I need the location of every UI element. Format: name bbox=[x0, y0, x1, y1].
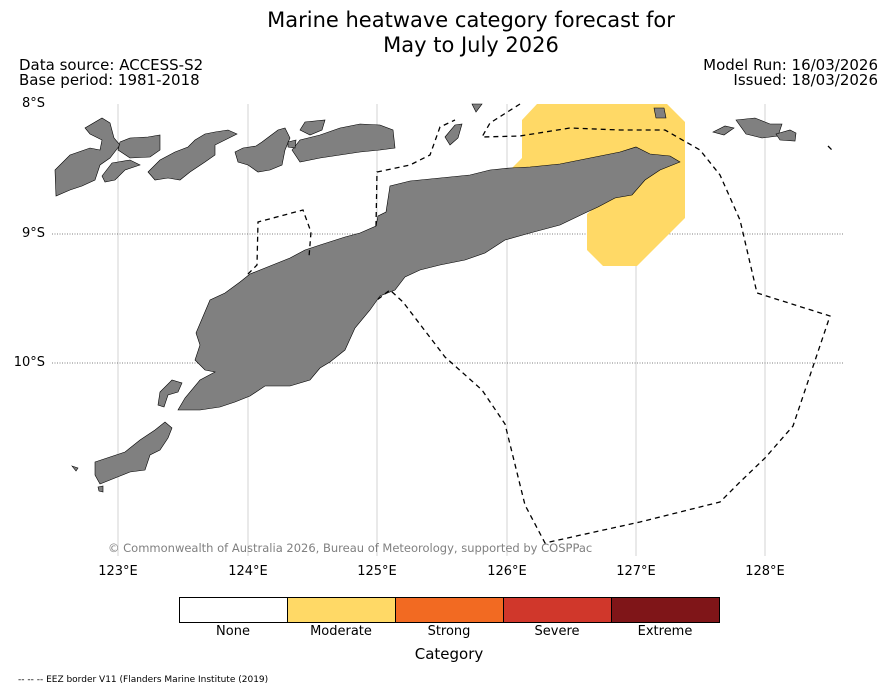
lon-label-128e: 128°E bbox=[745, 564, 785, 579]
title-line-1: Marine heatwave category forecast for bbox=[267, 8, 675, 32]
chart-title: Marine heatwave category forecast for Ma… bbox=[0, 8, 896, 58]
legend-title: Category bbox=[414, 645, 484, 663]
eez-border-west bbox=[375, 119, 456, 227]
base-period-text: Base period: 1981-2018 bbox=[19, 71, 200, 89]
issued-text: Issued: 18/03/2026 bbox=[733, 71, 878, 89]
islet-sw-1 bbox=[71, 465, 79, 472]
legend-label-strong: Strong bbox=[427, 624, 471, 639]
eez-footnote: -- -- -- EEZ border V11 (Flanders Marine… bbox=[18, 675, 269, 685]
lon-label-123e: 123°E bbox=[98, 564, 138, 579]
atauro-island bbox=[444, 123, 463, 146]
legend-swatch-moderate bbox=[288, 598, 396, 622]
eez-border-east bbox=[376, 103, 831, 544]
eez-border-ne bbox=[827, 145, 833, 151]
flores-east bbox=[54, 117, 121, 197]
timor-island bbox=[177, 146, 681, 411]
legend-swatch-none bbox=[180, 598, 288, 622]
lat-label-9s: 9°S bbox=[21, 226, 45, 241]
run-info: Model Run: 16/03/2026 Issued: 18/03/2026 bbox=[703, 58, 878, 88]
legend-label-extreme: Extreme bbox=[637, 624, 693, 639]
legend-label-moderate: Moderate bbox=[310, 624, 372, 639]
lat-label-8s: 8°S bbox=[21, 96, 45, 111]
land-masses bbox=[54, 103, 797, 493]
islet-north-2 bbox=[299, 119, 326, 136]
wetar-east-2 bbox=[735, 117, 783, 139]
semau-island bbox=[157, 379, 183, 408]
island-north-1 bbox=[101, 159, 141, 183]
model-run-text: Model Run: 16/03/2026 bbox=[703, 56, 878, 74]
pantar-island bbox=[234, 127, 291, 173]
title-line-2: May to July 2026 bbox=[383, 33, 559, 57]
legend-swatch-severe bbox=[504, 598, 612, 622]
data-source-text: Data source: ACCESS-S2 bbox=[19, 56, 204, 74]
lon-label-127e: 127°E bbox=[616, 564, 656, 579]
islet-north-5 bbox=[471, 103, 483, 113]
islet-north-4 bbox=[653, 107, 667, 119]
lon-label-124e: 124°E bbox=[228, 564, 268, 579]
wetar-east-3 bbox=[775, 129, 797, 142]
lomblen-island bbox=[147, 129, 238, 181]
lon-label-126e: 126°E bbox=[487, 564, 527, 579]
rote-island bbox=[94, 421, 173, 485]
legend-swatch-extreme bbox=[612, 598, 719, 622]
copyright-notice: © Commonwealth of Australia 2026, Bureau… bbox=[108, 541, 593, 555]
eez-border bbox=[247, 103, 833, 544]
islet-sw-2 bbox=[97, 485, 104, 493]
solor-island bbox=[117, 134, 161, 159]
islet-north-3 bbox=[287, 139, 297, 149]
legend-labels: None Moderate Strong Severe Extreme bbox=[179, 624, 719, 639]
legend-label-none: None bbox=[216, 624, 250, 639]
alor-island bbox=[291, 123, 396, 163]
legend-label-severe: Severe bbox=[534, 624, 580, 639]
lon-label-125e: 125°E bbox=[357, 564, 397, 579]
legend-colorbar bbox=[179, 597, 720, 623]
legend-swatch-strong bbox=[396, 598, 504, 622]
wetar-east-1 bbox=[712, 125, 735, 136]
eez-border-enclave bbox=[247, 209, 312, 275]
source-info: Data source: ACCESS-S2 Base period: 1981… bbox=[19, 58, 203, 88]
lat-label-10s: 10°S bbox=[13, 355, 45, 370]
